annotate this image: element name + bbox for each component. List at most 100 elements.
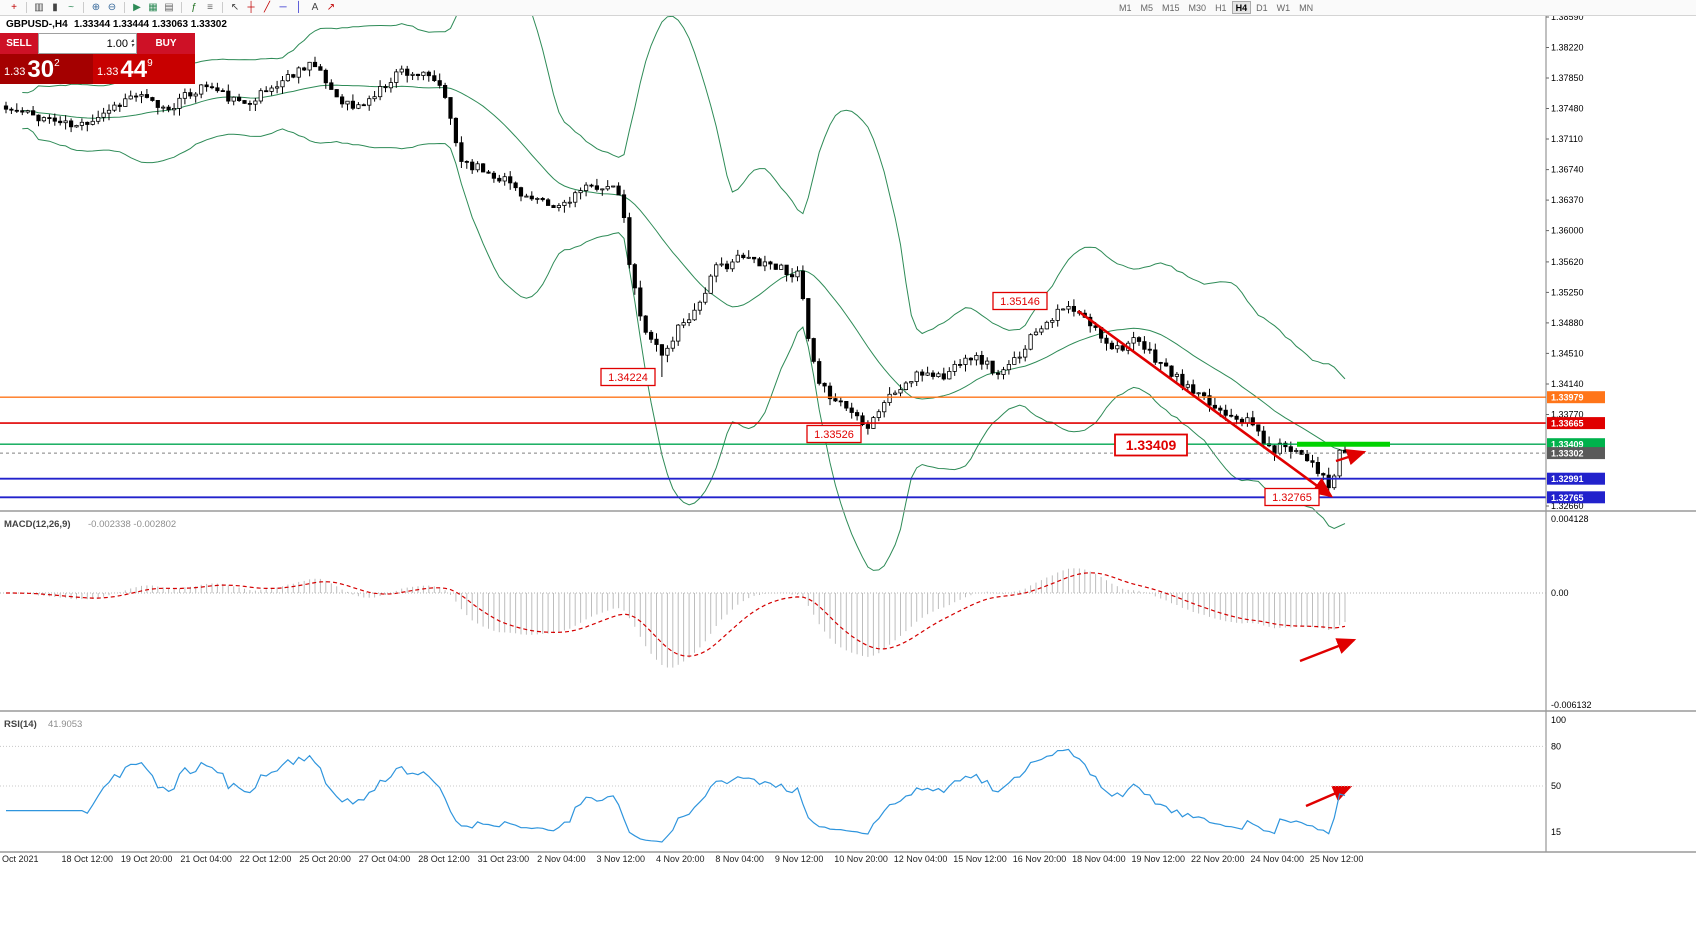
volume-value: 1.00 xyxy=(106,37,128,50)
price-axis-label: 1.34140 xyxy=(1551,379,1584,389)
spinner-down-icon[interactable]: ▾ xyxy=(130,42,134,49)
price-annotation-text: 1.33526 xyxy=(814,429,854,441)
price-axis-label: 1.38590 xyxy=(1551,12,1584,22)
zoom-in-icon[interactable]: ⊕ xyxy=(91,1,101,13)
sell-price-display[interactable]: 1.33 30 2 xyxy=(0,54,93,84)
time-axis-label: 9 Nov 12:00 xyxy=(775,854,824,864)
price-axis-tag xyxy=(1547,417,1605,430)
timeframe-m30-button[interactable]: M30 xyxy=(1188,3,1207,13)
trendline-icon[interactable]: ╱ xyxy=(263,1,271,13)
main-chart-arrow[interactable] xyxy=(1335,449,1367,466)
downtrend-arrow-line[interactable] xyxy=(1077,309,1334,498)
macd-arrow[interactable] xyxy=(1299,638,1357,663)
time-axis-label: 3 Nov 12:00 xyxy=(597,854,646,864)
time-axis-label: 12 Nov 04:00 xyxy=(894,854,948,864)
time-axis-label: 31 Oct 23:00 xyxy=(478,854,530,864)
chart-annotations: 1.34224 1.35146 1.33526 1.33409 1.32765 xyxy=(600,291,1390,808)
one-click-trading-panel: SELL 1.00 ▴ ▾ BUY 1.33 30 2 1.33 44 9 xyxy=(0,33,195,84)
rsi-line xyxy=(6,748,1346,843)
sell-price-prefix: 1.33 xyxy=(4,66,26,78)
price-axis-label: 1.35620 xyxy=(1551,257,1584,267)
buy-button[interactable]: BUY xyxy=(137,33,195,54)
profiles-icon[interactable]: ▤ xyxy=(164,1,174,13)
macd-label: MACD(12,26,9) xyxy=(4,519,71,530)
price-annotation-box[interactable] xyxy=(1264,487,1320,507)
toolbar-separator xyxy=(26,2,27,13)
price-axis-label: 1.38220 xyxy=(1551,43,1584,53)
arrow-objects-icon[interactable]: ↗ xyxy=(326,1,336,13)
price-annotation-box[interactable] xyxy=(1114,433,1188,457)
time-axis-label: 18 Oct 12:00 xyxy=(62,854,114,864)
timeframe-h4-button[interactable]: H4 xyxy=(1231,1,1252,14)
toolbar-separator xyxy=(222,2,223,13)
text-label-icon[interactable]: A xyxy=(311,1,319,13)
indicators-icon[interactable]: ƒ xyxy=(191,1,197,13)
spinner-up-icon[interactable]: ▴ xyxy=(130,37,134,44)
price-axis-label: 1.37850 xyxy=(1551,73,1584,83)
price-axis-tag xyxy=(1547,472,1605,485)
auto-trading-icon[interactable]: ▶ xyxy=(133,1,141,13)
price-axis-tag-label: 1.32765 xyxy=(1551,493,1584,503)
horizontal-line-icon[interactable]: ─ xyxy=(279,1,287,13)
new-order-icon[interactable]: + xyxy=(11,1,17,13)
rsi-scale-label: 80 xyxy=(1551,741,1561,751)
time-axis-label: 24 Nov 04:00 xyxy=(1251,854,1305,864)
price-axis-tag-label: 1.33979 xyxy=(1551,393,1584,403)
price-axis-label: 1.36740 xyxy=(1551,165,1584,175)
time-axis-label: 8 Nov 04:00 xyxy=(715,854,764,864)
price-axis-tag xyxy=(1547,447,1605,460)
vertical-line-icon[interactable]: │ xyxy=(295,1,303,13)
price-axis-tag xyxy=(1547,391,1605,404)
price-annotation-box[interactable] xyxy=(992,291,1048,311)
new-chart-icon[interactable]: ▦ xyxy=(148,1,158,13)
timeframe-m1-button[interactable]: M1 xyxy=(1119,3,1132,13)
chart-title-symbol: GBPUSD-,H4 xyxy=(6,19,68,30)
time-axis-label: 19 Nov 12:00 xyxy=(1132,854,1186,864)
price-annotation-text: 1.32765 xyxy=(1272,492,1312,504)
time-axis-label: 22 Oct 12:00 xyxy=(240,854,292,864)
chart-candles-icon[interactable]: ▮ xyxy=(52,1,58,13)
timeframe-d1-button[interactable]: D1 xyxy=(1256,3,1268,13)
price-annotation-box[interactable] xyxy=(806,424,862,444)
rsi-label: RSI(14) xyxy=(4,719,37,730)
price-axis-label: 1.35250 xyxy=(1551,287,1584,297)
price-axis-tag xyxy=(1547,491,1605,504)
chart-bars-icon[interactable]: ▥ xyxy=(34,1,44,13)
crosshair-icon[interactable]: ┼ xyxy=(247,1,255,13)
chart-line-icon[interactable]: ~ xyxy=(68,1,74,13)
chart-title-ohlc: 1.33344 1.33444 1.33063 1.33302 xyxy=(74,19,227,30)
rsi-scale-label: 50 xyxy=(1551,781,1561,791)
price-axis-label: 1.33770 xyxy=(1551,410,1584,420)
zoom-out-icon[interactable]: ⊖ xyxy=(107,1,117,13)
rsi-arrow[interactable] xyxy=(1305,785,1353,808)
toolbar-separator xyxy=(83,2,84,13)
timeframe-h1-button[interactable]: H1 xyxy=(1215,3,1227,13)
timeframe-w1-button[interactable]: W1 xyxy=(1276,3,1291,13)
cursor-icon[interactable]: ↖ xyxy=(230,1,240,13)
buy-price-big: 44 xyxy=(120,56,148,83)
macd-scale-label: 0.004128 xyxy=(1551,514,1589,524)
timeframe-m15-button[interactable]: M15 xyxy=(1162,3,1180,13)
time-axis-label: 27 Oct 04:00 xyxy=(359,854,411,864)
macd-signal-line xyxy=(6,572,1346,657)
time-axis-label: 15 Nov 12:00 xyxy=(953,854,1007,864)
sell-button[interactable]: SELL xyxy=(0,33,38,54)
volume-spinner[interactable]: ▴ ▾ xyxy=(130,37,134,49)
timeframe-m5-button[interactable]: M5 xyxy=(1140,3,1154,13)
buy-price-sup: 9 xyxy=(147,58,153,69)
time-axis-label: 25 Oct 20:00 xyxy=(299,854,351,864)
price-annotation-box[interactable] xyxy=(600,367,656,387)
time-axis-label: 4 Nov 20:00 xyxy=(656,854,705,864)
volume-input[interactable]: 1.00 ▴ ▾ xyxy=(38,33,137,54)
price-axis-tag-label: 1.33409 xyxy=(1551,440,1584,450)
price-axis-label: 1.36000 xyxy=(1551,226,1584,236)
buy-price-display[interactable]: 1.33 44 9 xyxy=(93,54,195,84)
objects-list-icon[interactable]: ≡ xyxy=(207,1,213,13)
time-axis-label: 28 Oct 12:00 xyxy=(418,854,470,864)
price-annotation-text: 1.34224 xyxy=(608,372,648,384)
price-axis-label: 1.34510 xyxy=(1551,348,1584,358)
timeframe-mn-button[interactable]: MN xyxy=(1299,3,1314,13)
